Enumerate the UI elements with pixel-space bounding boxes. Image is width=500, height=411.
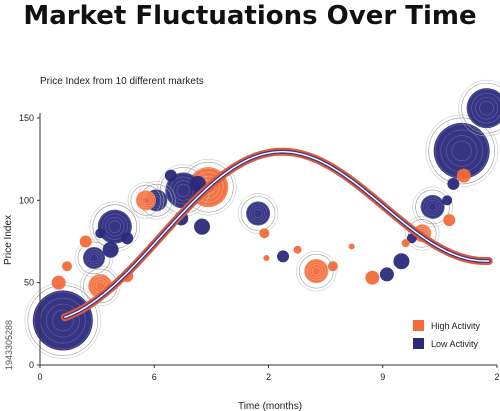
low-activity-point — [447, 177, 460, 190]
low-activity-point — [277, 250, 290, 263]
low-activity-point — [379, 267, 394, 282]
low-activity-point — [95, 228, 106, 239]
high-activity-point — [263, 254, 270, 261]
high-activity-point — [259, 228, 270, 239]
low-activity-point — [164, 169, 177, 182]
plot-area — [24, 79, 500, 359]
y-tick-label: 150 — [19, 113, 34, 123]
low-activity-point — [194, 218, 211, 235]
high-activity-point — [51, 275, 66, 290]
trend-line-inner — [64, 151, 490, 318]
legend-label-high: High Activity — [431, 321, 481, 331]
stock-id-text: 1943305288 — [4, 320, 14, 370]
y-tick-label: 0 — [29, 360, 34, 370]
chart-subtitle: Price Index from 10 different markets — [40, 76, 204, 87]
low-activity-point — [74, 238, 114, 278]
high-activity-point — [401, 239, 410, 248]
low-activity-point — [458, 79, 500, 137]
high-activity-point — [348, 243, 355, 250]
high-activity-point — [365, 270, 380, 285]
y-ticks: 0 50 100 150 — [19, 113, 40, 370]
x-tick-label: 9 — [380, 372, 385, 382]
y-tick-label: 50 — [24, 278, 34, 288]
low-activity-point — [121, 232, 134, 245]
y-axis-label: Price Index — [3, 215, 14, 265]
high-activity-point — [62, 261, 73, 272]
high-activity-point — [456, 168, 471, 183]
legend-swatch-high — [413, 320, 424, 331]
x-axis-label: Time (months) — [238, 401, 302, 411]
low-activity-point — [425, 114, 498, 188]
chart-title: Market Fluctuations Over Time — [23, 1, 476, 31]
y-tick-label: 100 — [19, 195, 34, 205]
x-tick-label: 2 — [266, 372, 271, 382]
high-activity-point — [327, 261, 338, 272]
low-activity-point — [442, 195, 453, 206]
low-activity-point — [237, 193, 279, 234]
x-tick-label: 2 — [494, 372, 499, 382]
x-tick-label: 6 — [152, 372, 157, 382]
high-activity-point — [443, 214, 456, 227]
x-ticks: 0 6 2 9 2 — [37, 365, 500, 382]
high-activity-point — [293, 245, 302, 254]
legend-swatch-low — [413, 338, 424, 349]
x-tick-label: 0 — [37, 372, 42, 382]
low-activity-point — [393, 253, 410, 270]
high-activity-point — [296, 250, 337, 292]
high-activity-point — [127, 182, 165, 219]
high-activity-point — [79, 235, 92, 248]
low-activity-point — [102, 241, 119, 258]
legend-label-low: Low Activity — [431, 339, 479, 349]
legend: High Activity Low Activity — [413, 320, 481, 349]
